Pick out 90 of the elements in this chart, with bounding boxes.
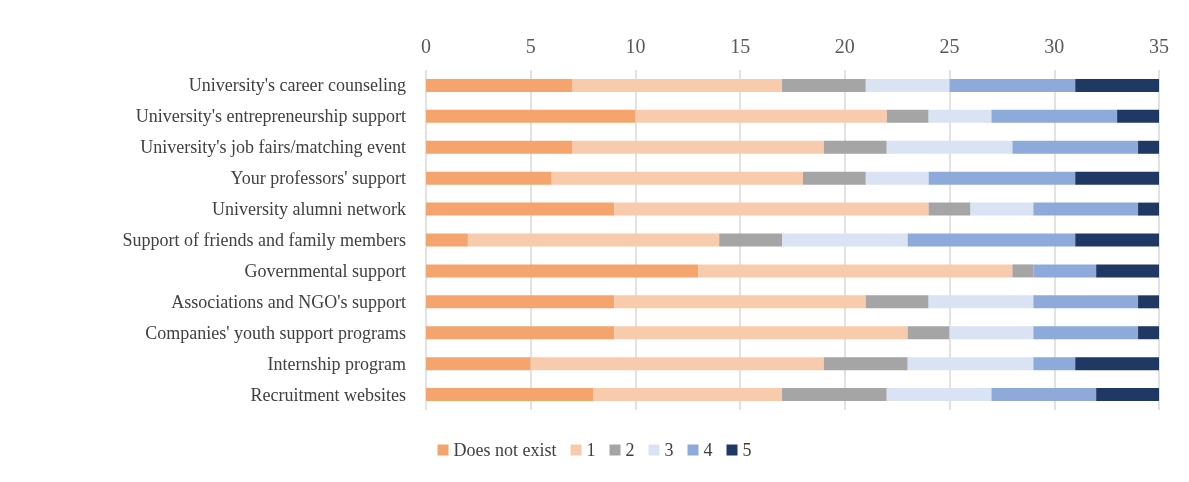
bar [1075,233,1159,247]
bar [928,109,992,123]
bar [426,357,531,371]
bar [1117,109,1159,123]
bar [886,109,929,123]
x-tick-label: 5 [525,35,536,57]
bar [572,78,783,92]
bar [1096,264,1159,278]
x-tick-label: 35 [1149,35,1169,57]
y-tick-label: Support of friends and family members [122,230,406,250]
bar [991,388,1097,402]
y-tick-label: University's career counseling [188,75,406,96]
x-tick-label: 25 [939,35,960,57]
bar [614,202,929,216]
bar [426,233,468,247]
bar [593,388,783,402]
bar [907,357,1034,371]
bar [426,202,615,216]
x-tick-label: 15 [730,35,751,57]
bar [823,357,908,371]
bar [614,326,908,340]
y-tick-label: Internship program [267,353,406,374]
bar [426,109,636,123]
bar [698,264,1013,278]
bar [530,357,824,371]
bar [970,202,1034,216]
x-tick-label: 10 [625,35,646,57]
bar [782,78,866,92]
bar [1138,202,1159,216]
legend-label: 5 [742,440,752,460]
bar [907,233,1076,247]
bar [551,171,803,185]
bar [426,140,573,154]
bar [1138,295,1159,309]
bar [426,171,552,185]
y-tick-label: Associations and NGO's support [171,291,406,312]
bar [1033,264,1097,278]
bar [426,78,573,92]
bar [949,326,1034,340]
legend-label: 3 [664,440,674,460]
y-tick-label: Companies' youth support programs [145,322,406,343]
bar [1138,326,1159,340]
bar [928,295,1034,309]
bar [886,140,1013,154]
bar [782,388,887,402]
bar [1012,264,1034,278]
x-tick-label: 30 [1044,35,1065,57]
bar [991,109,1118,123]
bar [1012,140,1139,154]
bar [719,233,783,247]
bar [907,326,950,340]
bar [614,295,866,309]
bar [426,326,615,340]
bar [928,171,1076,185]
bar [802,171,866,185]
bar [1075,78,1159,92]
y-tick-label: University's job fairs/matching event [140,137,406,158]
bar [1033,295,1139,309]
bar [949,78,1076,92]
y-tick-label: University alumni network [212,199,406,220]
y-tick-label: Governmental support [244,260,406,281]
legend-label: 2 [625,440,635,460]
legend-label: 4 [703,440,713,460]
bar [572,140,824,154]
x-tick-label: 20 [834,35,855,57]
bar [1138,140,1159,154]
bar [928,202,971,216]
y-tick-label: Your professors' support [230,168,406,189]
bar [865,295,929,309]
bar [865,78,950,92]
bar [426,388,594,402]
bar [1075,357,1159,371]
bar [782,233,908,247]
y-tick-label: University's entrepreneurship support [135,106,406,127]
bar [1033,202,1139,216]
bar [823,140,887,154]
y-tick-label: Recruitment websites [250,384,406,405]
bar [1033,326,1139,340]
bar [426,264,699,278]
bar [1075,171,1159,185]
bar [1033,357,1076,371]
bar [467,233,720,247]
legend-label: Does not exist [453,440,557,460]
bar [1096,388,1159,402]
bar [635,109,887,123]
bar [886,388,992,402]
x-tick-label: 0 [421,35,431,57]
legend-label: 1 [586,440,596,460]
bar [426,295,615,309]
bar [865,171,929,185]
